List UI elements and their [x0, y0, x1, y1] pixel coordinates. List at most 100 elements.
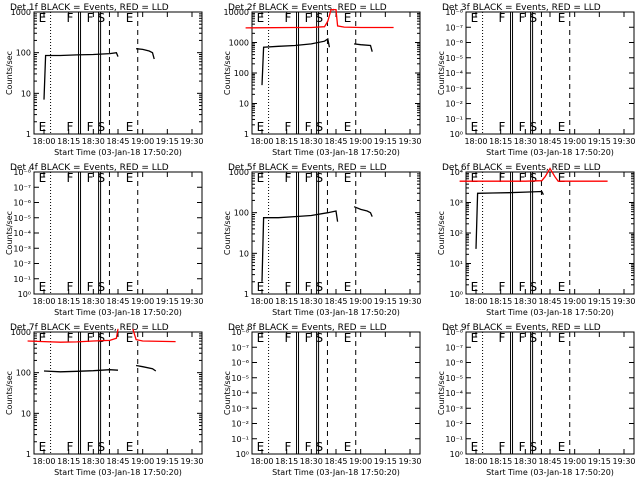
marker-label: E [471, 440, 479, 454]
marker-label: E [257, 440, 265, 454]
marker-label: F [519, 11, 526, 25]
x-tick-label: 19:00 [131, 297, 154, 306]
plot-frame [465, 11, 635, 135]
x-tick-label: 19:30 [612, 297, 635, 306]
y-tick-label: 10³ [450, 199, 463, 208]
x-tick-label: 19:15 [374, 457, 397, 466]
y-tick-label: 10⁻¹ [13, 275, 31, 284]
y-tick-label: 10⁰ [18, 290, 31, 299]
x-tick-label: 19:00 [349, 457, 372, 466]
chart-title: Det 5f BLACK = Events, RED = LLD [228, 163, 387, 173]
y-tick-label: 10⁰ [236, 450, 249, 459]
x-axis-label: Start Time (03-Jan-18 17:50:20) [54, 308, 182, 317]
marker-label: E [39, 120, 47, 134]
y-tick-label: 10⁰ [450, 290, 463, 299]
marker-label: F [519, 440, 526, 454]
y-tick-label: 10⁻³ [445, 404, 463, 413]
chart-title: Det 8f BLACK = Events, RED = LLD [228, 323, 387, 333]
marker-label: E [39, 280, 47, 294]
marker-label: F [499, 120, 506, 134]
y-tick-label: 10⁻⁵ [13, 214, 31, 223]
chart-title: Det 2f BLACK = Events, RED = LLD [228, 3, 387, 13]
y-tick-label: 10 [239, 100, 249, 109]
x-axis-label: Start Time (03-Jan-18 17:50:20) [272, 148, 400, 157]
marker-label: S [315, 440, 323, 454]
y-tick-label: 10⁻⁴ [445, 389, 463, 398]
x-tick-label: 18:45 [324, 137, 347, 146]
marker-label: E [558, 280, 566, 294]
marker-label: E [257, 11, 265, 25]
marker-label: F [67, 331, 74, 345]
x-tick-label: 18:45 [106, 457, 129, 466]
marker-label: S [529, 171, 537, 185]
marker-label: F [67, 120, 74, 134]
marker-label: E [471, 120, 479, 134]
x-tick-label: 18:15 [57, 137, 80, 146]
x-tick-label: 19:30 [612, 137, 635, 146]
x-tick-label: 19:30 [398, 297, 421, 306]
x-tick-label: 18:00 [250, 457, 273, 466]
plot-frame [33, 331, 203, 455]
marker-label: F [499, 280, 506, 294]
marker-label: S [97, 440, 105, 454]
marker-label: S [97, 331, 105, 345]
chart-title: Det 7f BLACK = Events, RED = LLD [10, 323, 169, 333]
y-tick-label: 10⁻¹ [231, 435, 249, 444]
x-tick-label: 19:00 [563, 457, 586, 466]
marker-label: F [499, 331, 506, 345]
marker-label: E [344, 280, 352, 294]
marker-label: F [519, 331, 526, 345]
y-tick-label: 10⁻⁶ [231, 359, 249, 368]
series-line [245, 8, 394, 29]
y-tick-label: 10⁻⁶ [13, 199, 31, 208]
x-tick-label: 19:15 [374, 297, 397, 306]
x-tick-label: 18:15 [57, 457, 80, 466]
marker-label: S [529, 11, 537, 25]
marker-label: E [126, 120, 134, 134]
marker-label: F [305, 120, 312, 134]
y-tick-label: 10⁴ [450, 168, 463, 177]
y-tick-label: 1 [26, 450, 31, 459]
y-tick-label: 10⁰ [450, 450, 463, 459]
panel-4: Det 4f BLACK = Events, RED = LLD 10⁰ 10⁻¹ 1… [5, 163, 204, 317]
x-tick-label: 18:00 [32, 297, 55, 306]
x-tick-label: 18:15 [489, 137, 512, 146]
marker-label: F [87, 280, 94, 294]
x-tick-label: 19:00 [349, 297, 372, 306]
marker-label: E [344, 440, 352, 454]
x-tick-label: 18:15 [275, 457, 298, 466]
y-axis-label: Counts/sec [437, 51, 446, 95]
x-tick-label: 19:15 [374, 137, 397, 146]
panel-9: Det 9f BLACK = Events, RED = LLD 10⁰ 10⁻¹ 1… [437, 323, 636, 477]
y-tick-label: 10⁻² [231, 420, 249, 429]
marker-label: F [285, 280, 292, 294]
x-axis-label: Start Time (03-Jan-18 17:50:20) [486, 308, 614, 317]
x-tick-label: 18:00 [250, 137, 273, 146]
y-axis-label: Counts/sec [5, 211, 14, 255]
y-tick-label: 100 [234, 69, 249, 78]
y-tick-label: 10⁻² [445, 100, 463, 109]
y-tick-label: 10⁻¹ [445, 115, 463, 124]
x-tick-label: 19:15 [588, 457, 611, 466]
plot-frame [465, 171, 635, 295]
y-axis-label: Counts/sec [5, 371, 14, 415]
y-axis-label: Counts/sec [437, 211, 446, 255]
y-tick-label: 1000 [11, 328, 31, 337]
x-axis-label: Start Time (03-Jan-18 17:50:20) [54, 148, 182, 157]
y-tick-label: 1 [244, 130, 249, 139]
y-tick-label: 10⁻⁸ [13, 168, 31, 177]
x-axis-label: Start Time (03-Jan-18 17:50:20) [486, 148, 614, 157]
marker-label: E [471, 11, 479, 25]
x-tick-label: 19:00 [131, 457, 154, 466]
marker-label: S [529, 331, 537, 345]
x-tick-label: 18:00 [32, 457, 55, 466]
marker-label: E [126, 280, 134, 294]
marker-label: E [558, 120, 566, 134]
series-line [261, 210, 339, 282]
marker-label: E [344, 171, 352, 185]
plot-frame [33, 11, 203, 135]
series-line [43, 369, 119, 373]
x-tick-label: 18:30 [300, 137, 323, 146]
series-line [27, 328, 119, 343]
